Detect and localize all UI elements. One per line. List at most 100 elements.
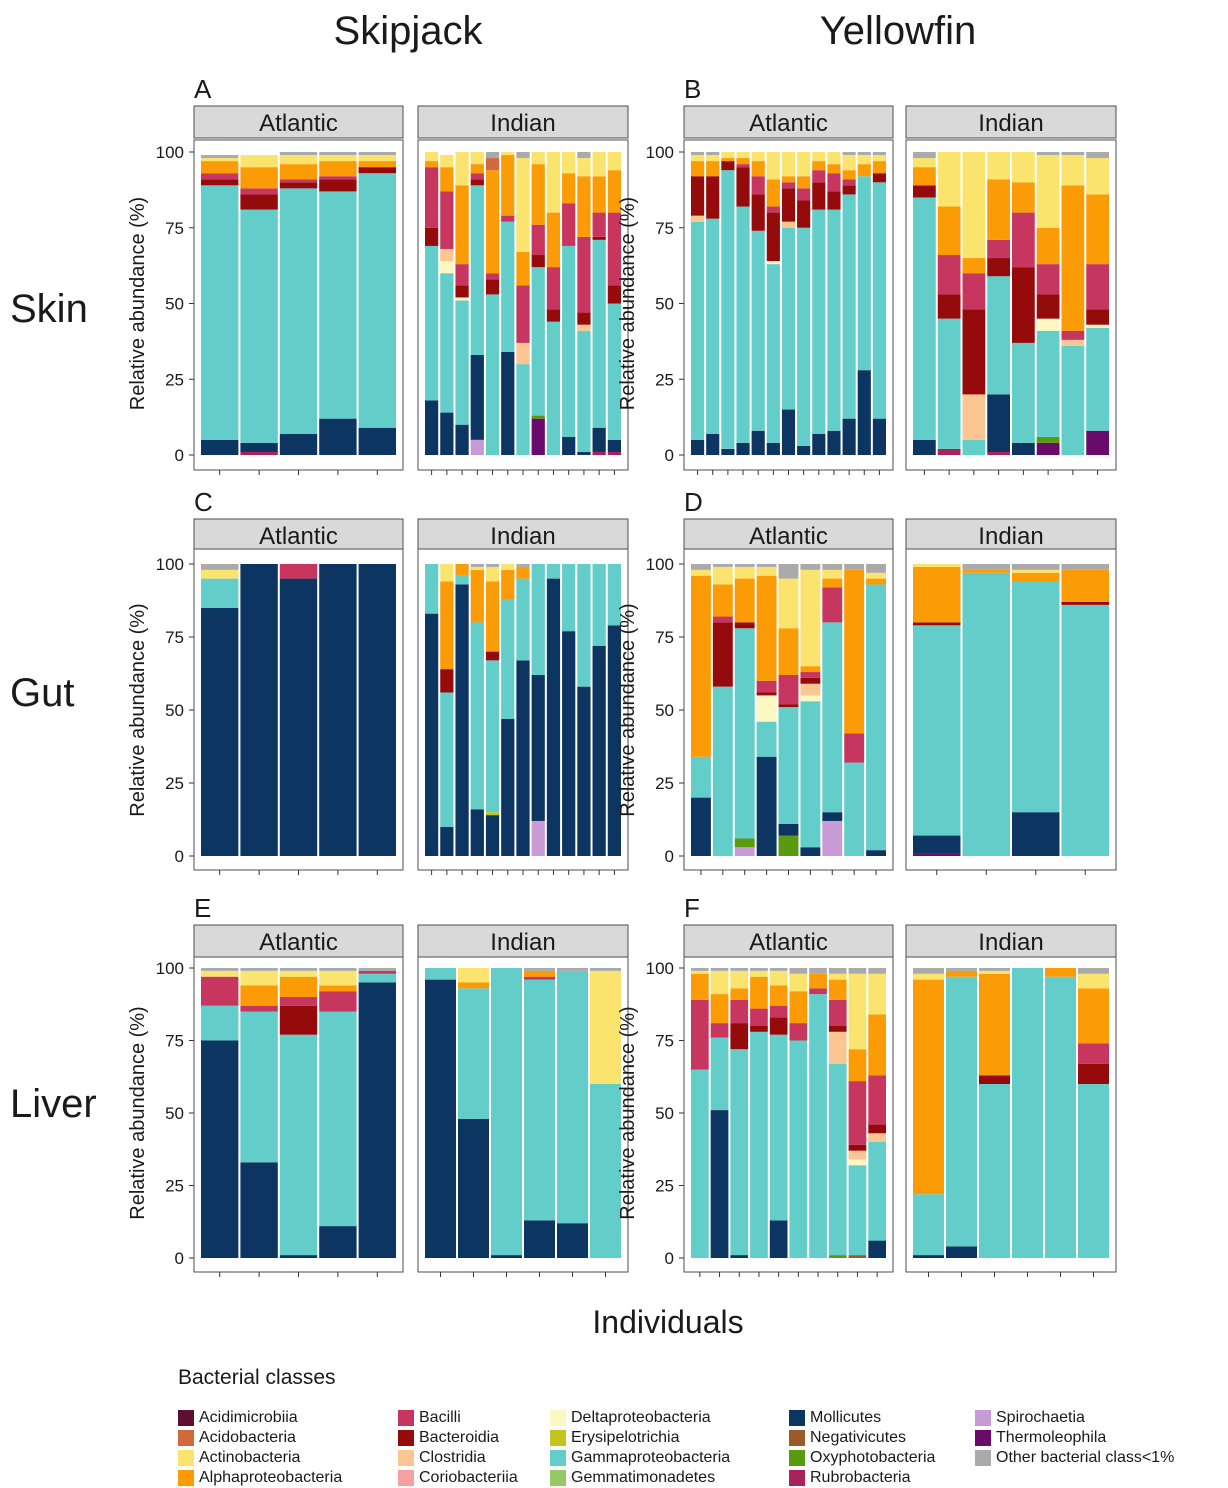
bar-segment-bacteroidia — [827, 191, 841, 210]
bar-11 — [577, 564, 591, 856]
legend-label: Thermoleophila — [996, 1429, 1107, 1446]
bar-segment-actinobacteria — [485, 566, 500, 582]
y-tick-label: 100 — [156, 555, 184, 574]
y-axis-title: Relative abundance (%) — [617, 197, 639, 410]
bar-1 — [425, 968, 456, 1258]
bar-segment-other-bacterial-class-1 — [201, 968, 239, 971]
bar-segment-alphaproteobacteria — [750, 976, 768, 1009]
y-axis-title: Relative abundance (%) — [127, 603, 149, 816]
legend-item-gammaproteobacteria: Gammaproteobacteria — [550, 1448, 730, 1468]
bar-segment-mollicutes — [240, 564, 278, 856]
bar-segment-actinobacteria — [750, 970, 768, 977]
bar-segment-other-bacterial-class-1 — [769, 968, 788, 971]
y-tick-label: 75 — [655, 1032, 674, 1051]
bar-segment-alphaproteobacteria — [201, 161, 239, 174]
y-axis-title: Relative abundance (%) — [617, 1006, 639, 1219]
bar-segment-bacilli — [240, 188, 278, 195]
bar-segment-other-bacterial-class-1 — [691, 564, 711, 570]
legend-label: Mollicutes — [810, 1409, 882, 1426]
bar-segment-mollicutes — [577, 686, 591, 856]
bar-segment-actinobacteria — [577, 158, 591, 177]
bar-segment-mollicutes — [607, 625, 621, 856]
bar-segment-alphaproteobacteria — [822, 578, 843, 588]
bar-segment-clostridia — [848, 1150, 867, 1160]
bar-segment-gammaproteobacteria — [913, 197, 936, 440]
bar-6 — [789, 968, 808, 1258]
bar-segment-gammaproteobacteria — [240, 1011, 278, 1163]
bar-segment-mollicutes — [710, 1110, 729, 1258]
bar-segment-bacilli — [736, 164, 750, 168]
bar-segment-actinobacteria — [358, 155, 396, 162]
y-tick-label: 75 — [165, 1032, 184, 1051]
legend-item-bacteroidia: Bacteroidia — [398, 1428, 518, 1448]
bar-segment-bacilli — [827, 173, 841, 192]
bar-segment-clostridia — [440, 248, 454, 262]
legend-label: Other bacterial class<1% — [996, 1449, 1175, 1466]
bar-segment-gammaproteobacteria — [455, 575, 469, 585]
bar-segment-gammaproteobacteria — [691, 756, 711, 798]
bar-segment-bacilli — [485, 273, 500, 280]
bar-segment-bacilli — [319, 991, 357, 1012]
bar-segment-other-bacterial-class-1 — [979, 968, 1010, 971]
bar-segment-deltaproteobacteria — [1036, 318, 1060, 331]
bar-4 — [319, 152, 357, 455]
bar-segment-bacteroidia — [872, 173, 886, 183]
bar-6 — [501, 564, 515, 856]
bar-1 — [913, 968, 944, 1258]
bar-segment-actinobacteria — [937, 152, 961, 207]
bar-3 — [734, 564, 755, 856]
bar-segment-other-bacterial-class-1 — [485, 564, 500, 567]
bar-6 — [1036, 152, 1060, 455]
column-title-yellowfin: Yellowfin — [820, 9, 976, 53]
bar-segment-bacilli — [501, 215, 515, 222]
panel-c: C Relative abundance (%) 0 25 50 75 100 Atlanti… — [127, 487, 629, 875]
bar-segment-mollicutes — [913, 1255, 944, 1258]
bar-segment-bacteroidia — [812, 182, 826, 210]
facet-strip-label: Atlantic — [749, 523, 828, 550]
bar-segment-alphaproteobacteria — [607, 170, 621, 213]
facet-strip — [417, 518, 629, 552]
legend-item-rubrobacteria: Rubrobacteria — [789, 1468, 935, 1488]
bar-segment-deltaproteobacteria — [440, 261, 454, 274]
legend-label: Gammaproteobacteria — [571, 1449, 731, 1466]
bar-segment-other-bacterial-class-1 — [201, 564, 239, 570]
bar-6 — [766, 152, 780, 455]
bar-segment-actinobacteria — [857, 155, 871, 165]
bar-segment-actinobacteria — [756, 566, 777, 576]
bar-segment-mollicutes — [425, 400, 439, 455]
bar-5 — [358, 152, 396, 455]
bar-10 — [868, 968, 886, 1258]
y-tick-label: 50 — [655, 701, 674, 720]
bar-segment-other-bacterial-class-1 — [712, 564, 733, 567]
bar-segment-gammaproteobacteria — [319, 191, 357, 419]
bar-segment-gammaproteobacteria — [358, 173, 396, 428]
bar-segment-gammaproteobacteria — [1086, 327, 1109, 431]
bar-segment-gammaproteobacteria — [913, 1194, 944, 1256]
bar-segment-bacteroidia — [868, 1124, 886, 1134]
legend-label: Gemmatimonadetes — [571, 1469, 716, 1486]
bar-segment-alphaproteobacteria — [781, 176, 796, 183]
bar-segment-other-bacterial-class-1 — [470, 564, 484, 567]
bar-segment-alphaproteobacteria — [1061, 569, 1109, 602]
bar-segment-alphaproteobacteria — [501, 569, 515, 600]
legend-item-deltaproteobacteria: Deltaproteobacteria — [550, 1408, 730, 1428]
bar-segment-mollicutes — [607, 439, 621, 452]
panel-f: F Relative abundance (%) 0 25 50 75 100 Atlanti… — [617, 893, 1117, 1277]
bar-segment-other-bacterial-class-1 — [201, 155, 239, 159]
bar-segment-other-bacterial-class-1 — [710, 968, 729, 971]
bar-segment-bacteroidia — [766, 212, 780, 262]
bar-segment-gammaproteobacteria — [730, 1049, 749, 1256]
bar-segment-alphaproteobacteria — [706, 161, 720, 177]
bar-segment-bacilli — [279, 564, 318, 579]
bar-segment-gammaproteobacteria — [828, 1063, 847, 1256]
bar-segment-bacteroidia — [751, 194, 765, 231]
bar-segment-gammaproteobacteria — [516, 578, 530, 661]
bar-segment-gammaproteobacteria — [789, 1040, 808, 1258]
bar-8 — [531, 152, 545, 455]
bar-segment-bacteroidia — [470, 179, 484, 186]
bar-segment-rubrobacteria — [607, 451, 621, 455]
legend-item-other-bacterial-class-1: Other bacterial class<1% — [975, 1448, 1174, 1468]
legend-swatch — [975, 1450, 991, 1466]
y-tick-label: 0 — [175, 847, 184, 866]
bar-segment-other-bacterial-class-1 — [828, 968, 847, 974]
